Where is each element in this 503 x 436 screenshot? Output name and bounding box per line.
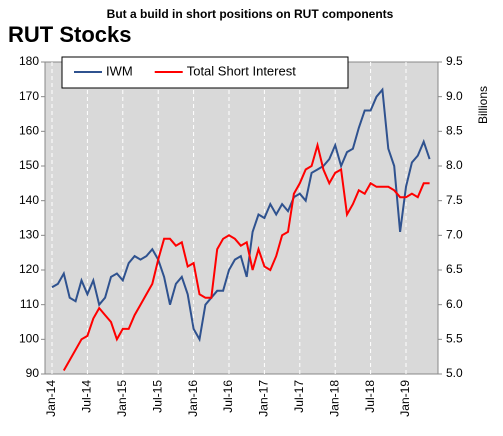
y-tick-label: 90 (26, 366, 40, 380)
y-tick-label: 140 (19, 193, 39, 207)
chart-subtitle: RUT Stocks (8, 22, 131, 47)
y2-tick-label: 5.5 (446, 332, 463, 346)
y2-tick-label: 9.0 (446, 89, 463, 103)
y-tick-label: 170 (19, 89, 39, 103)
x-tick-label: Jul-14 (80, 380, 94, 413)
legend-label: IWM (106, 63, 133, 78)
y-tick-label: 120 (19, 262, 39, 276)
y2-tick-label: 6.0 (446, 297, 463, 311)
y2-axis-label: Billions (476, 86, 490, 124)
y2-tick-label: 8.5 (446, 124, 463, 138)
y-tick-label: 130 (19, 228, 39, 242)
x-tick-label: Jul-17 (292, 380, 306, 413)
plot-area (44, 61, 439, 375)
x-tick-label: Jul-15 (150, 380, 164, 413)
x-tick-label: Jan-19 (398, 380, 412, 417)
series-line (51, 87, 431, 343)
x-tick-label: Jan-14 (44, 380, 58, 417)
x-tick-label: Jan-15 (115, 380, 129, 417)
legend-label: Total Short Interest (187, 63, 296, 78)
y2-tick-label: 5.0 (446, 366, 463, 380)
y2-tick-label: 7.0 (446, 228, 463, 242)
legend-box (61, 56, 349, 89)
y2-tick-label: 7.5 (446, 193, 463, 207)
x-tick-label: Jul-16 (221, 380, 235, 413)
y-tick-label: 160 (19, 124, 39, 138)
y-tick-label: 110 (20, 297, 39, 311)
plot-lines (51, 87, 431, 371)
series-line (62, 141, 430, 371)
x-tick-label: Jul-18 (363, 380, 377, 413)
y-tick-label: 180 (19, 54, 39, 68)
x-tick-label: Jan-18 (327, 380, 341, 417)
y2-tick-label: 9.5 (446, 54, 463, 68)
y-tick-label: 100 (19, 332, 39, 346)
chart-title: But a build in short positions on RUT co… (107, 7, 394, 21)
y2-tick-label: 8.0 (446, 158, 463, 172)
x-tick-label: Jan-16 (186, 380, 200, 417)
y2-tick-label: 6.5 (446, 262, 463, 276)
y-tick-label: 150 (19, 158, 39, 172)
x-tick-label: Jan-17 (257, 380, 271, 417)
